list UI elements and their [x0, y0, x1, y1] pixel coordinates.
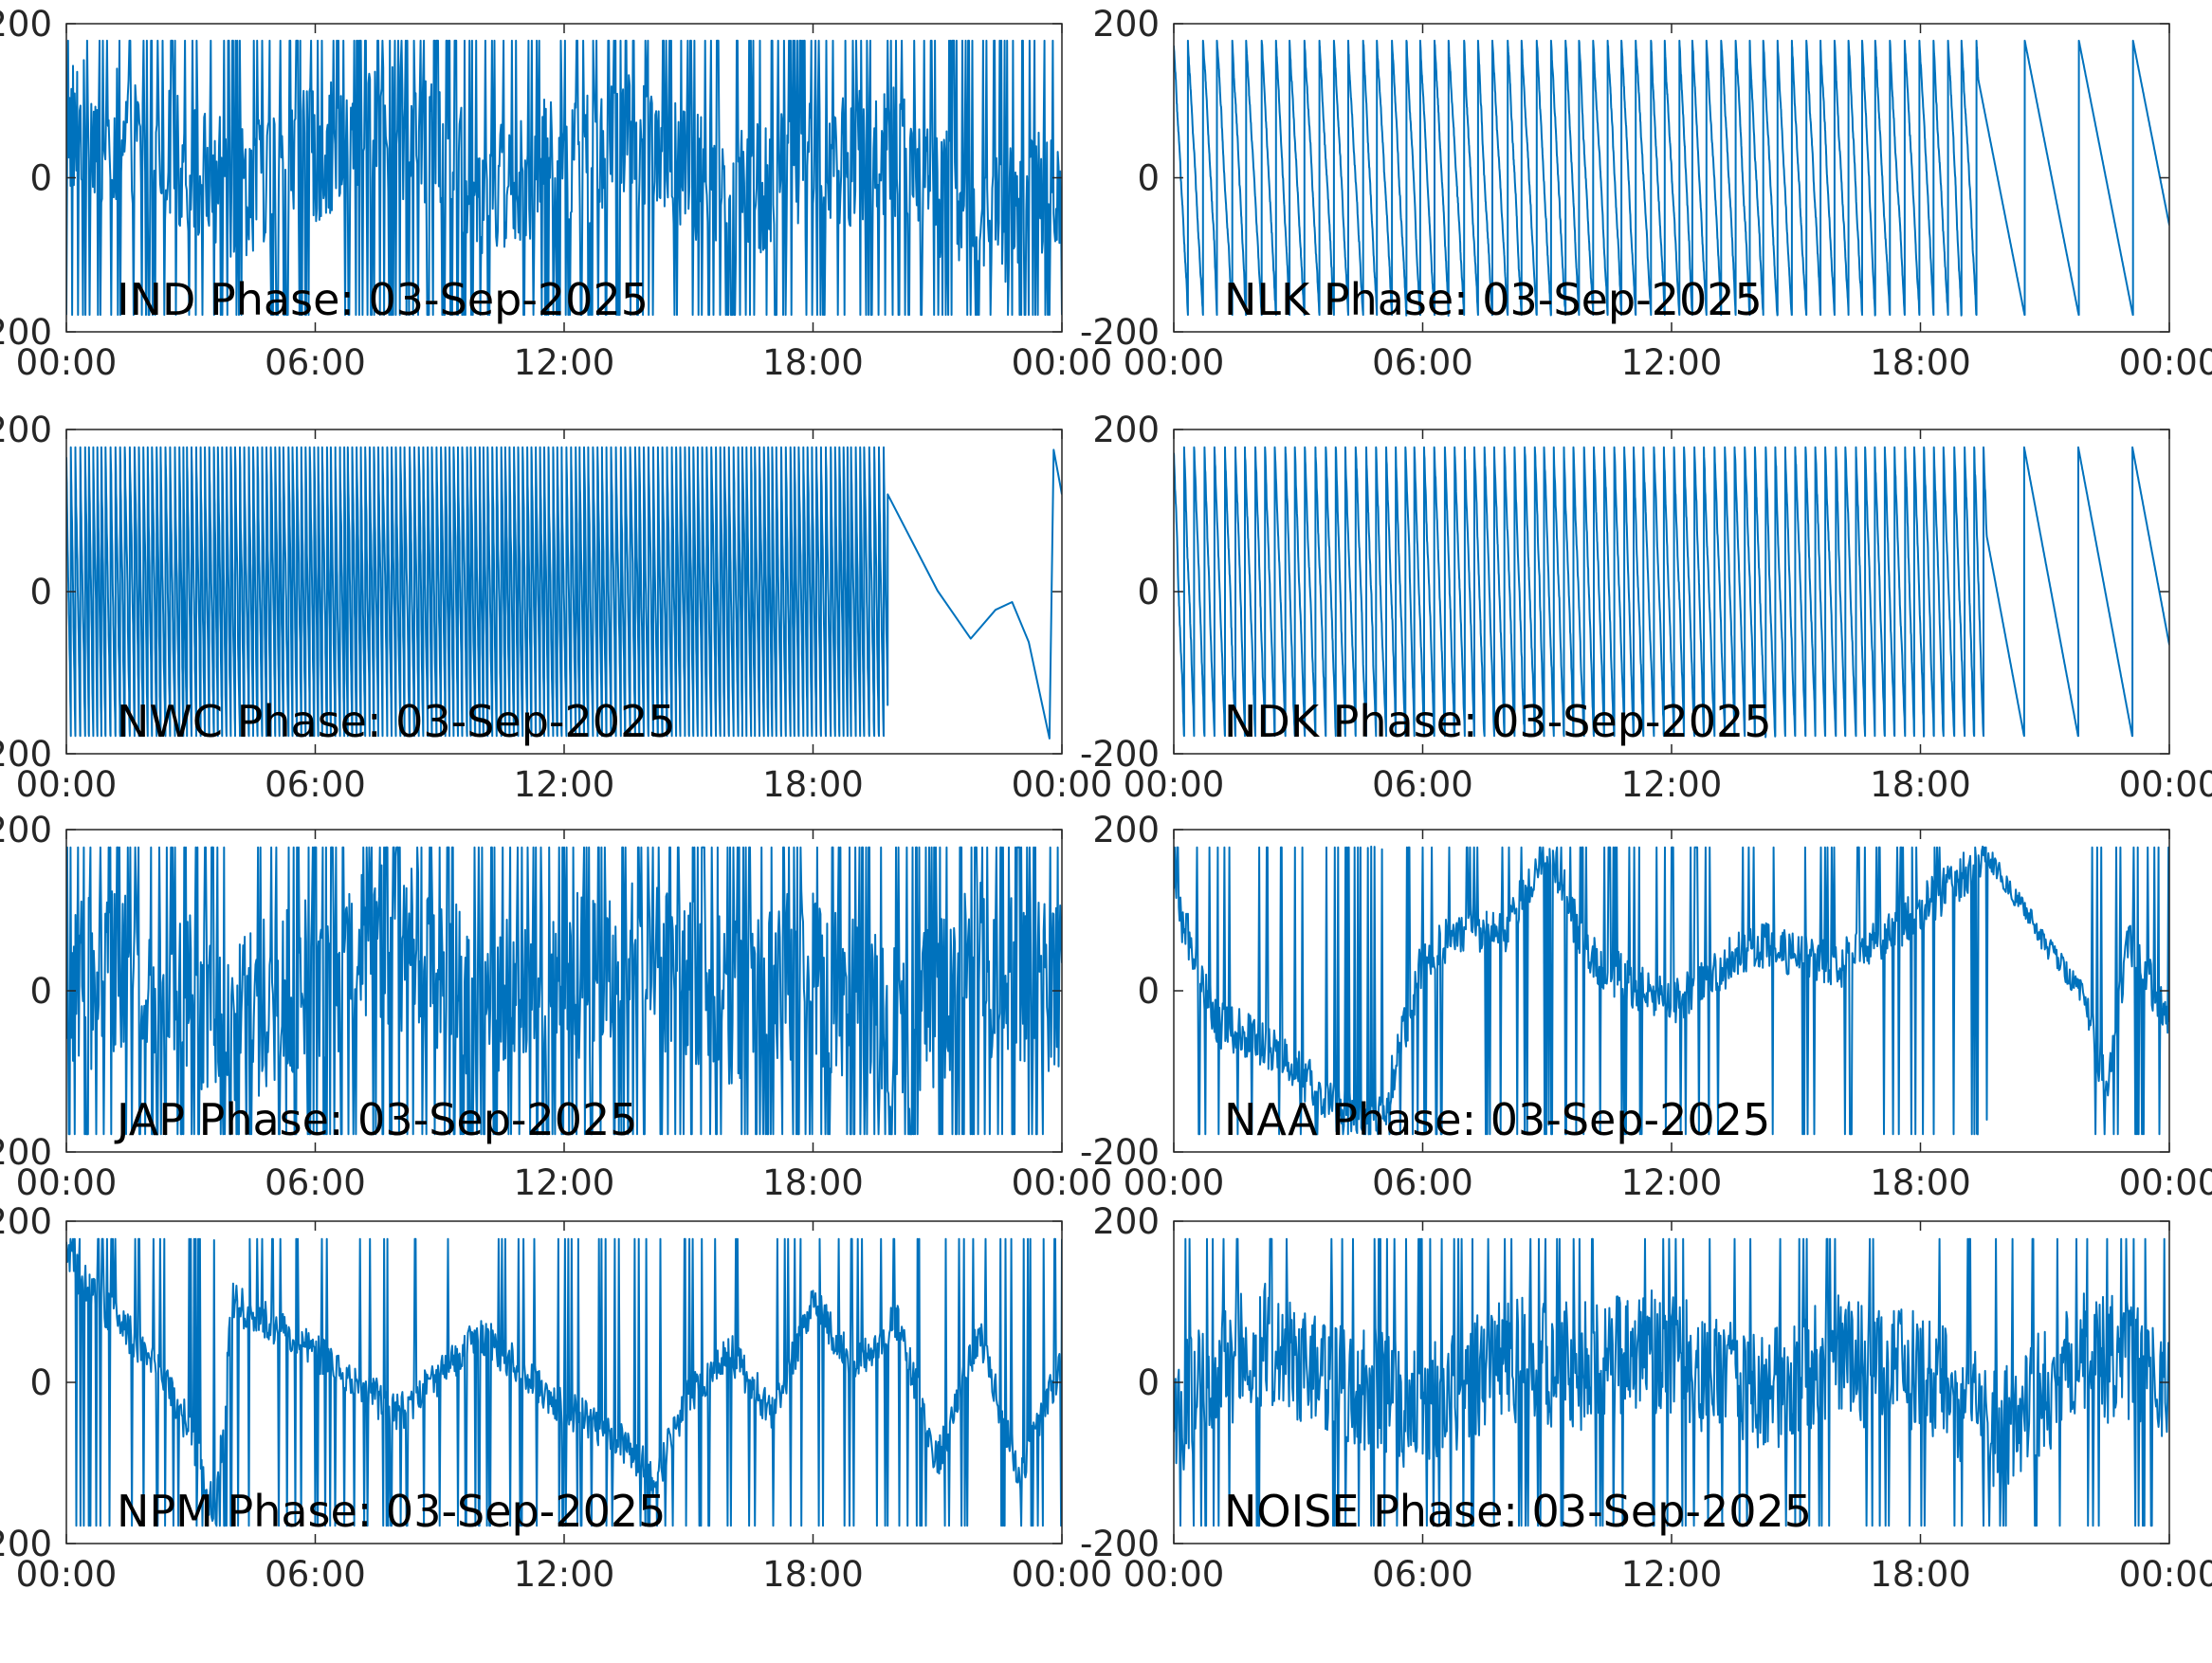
y-tick-label: 200 [1092, 4, 1160, 45]
series-line [66, 446, 1062, 740]
y-tick-label: 0 [1137, 158, 1160, 199]
x-tick-label: 18:00 [1870, 1554, 1971, 1595]
y-tick-label: 0 [1137, 572, 1160, 612]
x-tick-label: 12:00 [1621, 1554, 1723, 1595]
x-tick-label: 18:00 [1870, 764, 1971, 805]
x-tick-label: 00:00 [16, 342, 118, 383]
y-tick-label: 0 [1137, 1362, 1160, 1403]
y-tick-label: 0 [29, 158, 52, 199]
x-tick-label: 06:00 [265, 1162, 366, 1203]
x-tick-label: 00:00 [1124, 1162, 1225, 1203]
series-line [66, 1237, 1062, 1527]
panel-title: NLK Phase: 03-Sep-2025 [1224, 274, 1763, 325]
series-line [1174, 1237, 2169, 1527]
x-tick-label: 06:00 [265, 342, 366, 383]
x-tick-label: 00:00 [1012, 342, 1113, 383]
x-tick-label: 06:00 [1372, 764, 1473, 805]
x-tick-label: 00:00 [16, 764, 118, 805]
y-tick-label: 200 [1092, 810, 1160, 850]
x-tick-label: 00:00 [1124, 342, 1225, 383]
x-tick-label: 12:00 [1621, 1162, 1723, 1203]
y-tick-label: -200 [1080, 1132, 1160, 1173]
y-tick-label: -200 [1080, 1524, 1160, 1564]
x-tick-label: 18:00 [1870, 1162, 1971, 1203]
x-tick-label: 00:00 [16, 1162, 118, 1203]
x-tick-label: 00:00 [2119, 1162, 2212, 1203]
y-tick-label: 200 [0, 1201, 52, 1242]
y-tick-label: 0 [29, 572, 52, 612]
x-tick-label: 06:00 [265, 764, 366, 805]
y-tick-label: -200 [0, 312, 52, 353]
x-tick-label: 18:00 [762, 342, 864, 383]
y-tick-label: 200 [1092, 1201, 1160, 1242]
panel-title: IND Phase: 03-Sep-2025 [117, 274, 649, 325]
series-line [1174, 845, 2169, 1136]
x-tick-label: 00:00 [2119, 764, 2212, 805]
y-tick-label: -200 [0, 734, 52, 775]
x-tick-label: 12:00 [514, 1554, 615, 1595]
x-tick-label: 00:00 [2119, 342, 2212, 383]
y-tick-label: 200 [0, 810, 52, 850]
series-line [66, 39, 1062, 317]
x-tick-label: 12:00 [1621, 764, 1723, 805]
y-tick-label: -200 [1080, 312, 1160, 353]
panel-title: NAA Phase: 03-Sep-2025 [1224, 1094, 1770, 1145]
x-tick-label: 18:00 [762, 1554, 864, 1595]
y-tick-label: 200 [1092, 410, 1160, 450]
x-tick-label: 12:00 [514, 1162, 615, 1203]
x-tick-label: 00:00 [1012, 1554, 1113, 1595]
panel-title: NOISE Phase: 03-Sep-2025 [1224, 1486, 1812, 1537]
series-line [66, 846, 1062, 1136]
x-tick-label: 00:00 [2119, 1554, 2212, 1595]
x-tick-label: 06:00 [265, 1554, 366, 1595]
y-tick-label: -200 [0, 1524, 52, 1564]
y-tick-label: -200 [1080, 734, 1160, 775]
x-tick-label: 06:00 [1372, 1162, 1473, 1203]
x-tick-label: 18:00 [762, 1162, 864, 1203]
x-tick-label: 18:00 [762, 764, 864, 805]
x-tick-label: 00:00 [1124, 1554, 1225, 1595]
x-tick-label: 18:00 [1870, 342, 1971, 383]
panel-title: NPM Phase: 03-Sep-2025 [117, 1486, 666, 1537]
y-tick-label: 200 [0, 410, 52, 450]
panel-title: NWC Phase: 03-Sep-2025 [117, 696, 676, 747]
y-tick-label: 0 [29, 1362, 52, 1403]
x-tick-label: 00:00 [1012, 764, 1113, 805]
series-line [1174, 39, 2169, 317]
x-tick-label: 06:00 [1372, 1554, 1473, 1595]
x-tick-label: 12:00 [514, 764, 615, 805]
y-tick-label: -200 [0, 1132, 52, 1173]
y-tick-label: 0 [29, 971, 52, 1012]
x-tick-label: 00:00 [16, 1554, 118, 1595]
x-tick-label: 06:00 [1372, 342, 1473, 383]
x-tick-label: 00:00 [1012, 1162, 1113, 1203]
series-line [1174, 446, 2169, 739]
y-tick-label: 200 [0, 4, 52, 45]
panel-title: JAP Phase: 03-Sep-2025 [114, 1094, 638, 1145]
y-tick-label: 0 [1137, 971, 1160, 1012]
x-tick-label: 12:00 [1621, 342, 1723, 383]
panel-title: NDK Phase: 03-Sep-2025 [1224, 696, 1772, 747]
x-tick-label: 00:00 [1124, 764, 1225, 805]
x-tick-label: 12:00 [514, 342, 615, 383]
